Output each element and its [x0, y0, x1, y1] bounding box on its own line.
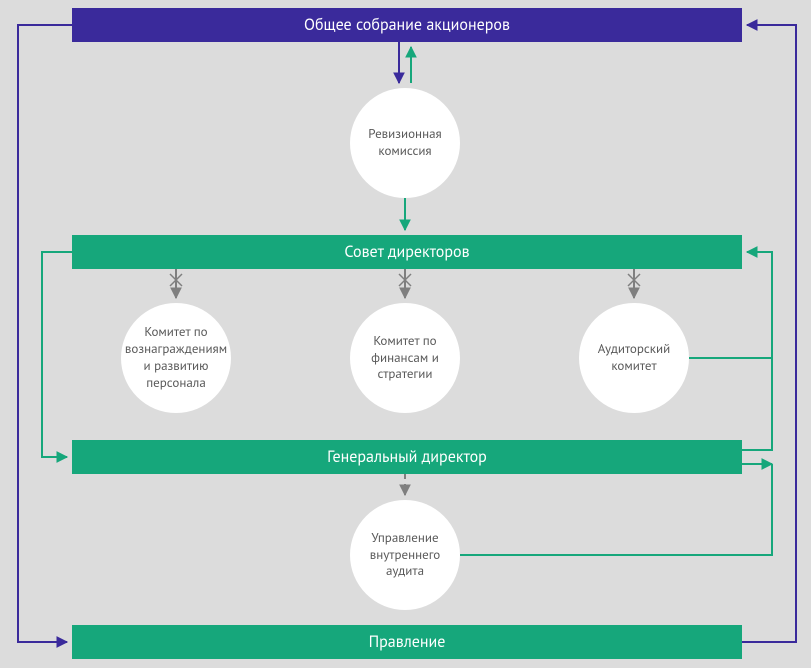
circle-finance: Комитет по финансам и стратегии: [350, 303, 460, 413]
circle-hr: Комитет по вознаграждениям и развитию пе…: [121, 303, 231, 413]
circle-finance-label: Комитет по финансам и стратегии: [371, 333, 439, 384]
e-left-purple: [18, 25, 72, 642]
circle-revision: Ревизионная комиссия: [350, 88, 460, 198]
circle-hr-label: Комитет по вознаграждениям и развитию пе…: [125, 324, 227, 392]
circle-audit-label: Аудиторский комитет: [598, 341, 670, 375]
bar-board: Совет директоров: [72, 235, 742, 269]
circle-revision-label: Ревизионная комиссия: [368, 126, 441, 160]
e-right-purple: [742, 25, 796, 642]
circle-audit: Аудиторский комитет: [579, 303, 689, 413]
bar-management: Правление: [72, 625, 742, 659]
bar-ceo-label: Генеральный директор: [327, 447, 487, 467]
e-left-green: [42, 252, 72, 457]
bar-ceo: Генеральный директор: [72, 440, 742, 474]
e-right-green-a: [742, 252, 772, 450]
e-right-green-c: [460, 464, 772, 555]
circle-intaudit: Управление внутреннего аудита: [350, 500, 460, 610]
bar-shareholders-label: Общее собрание акционеров: [304, 15, 510, 35]
bar-board-label: Совет директоров: [344, 242, 469, 262]
bar-shareholders: Общее собрание акционеров: [72, 8, 742, 42]
org-chart-container: { "diagram": { "type": "flowchart", "bac…: [0, 0, 811, 668]
circle-intaudit-label: Управление внутреннего аудита: [370, 530, 441, 581]
bar-management-label: Правление: [369, 632, 446, 652]
